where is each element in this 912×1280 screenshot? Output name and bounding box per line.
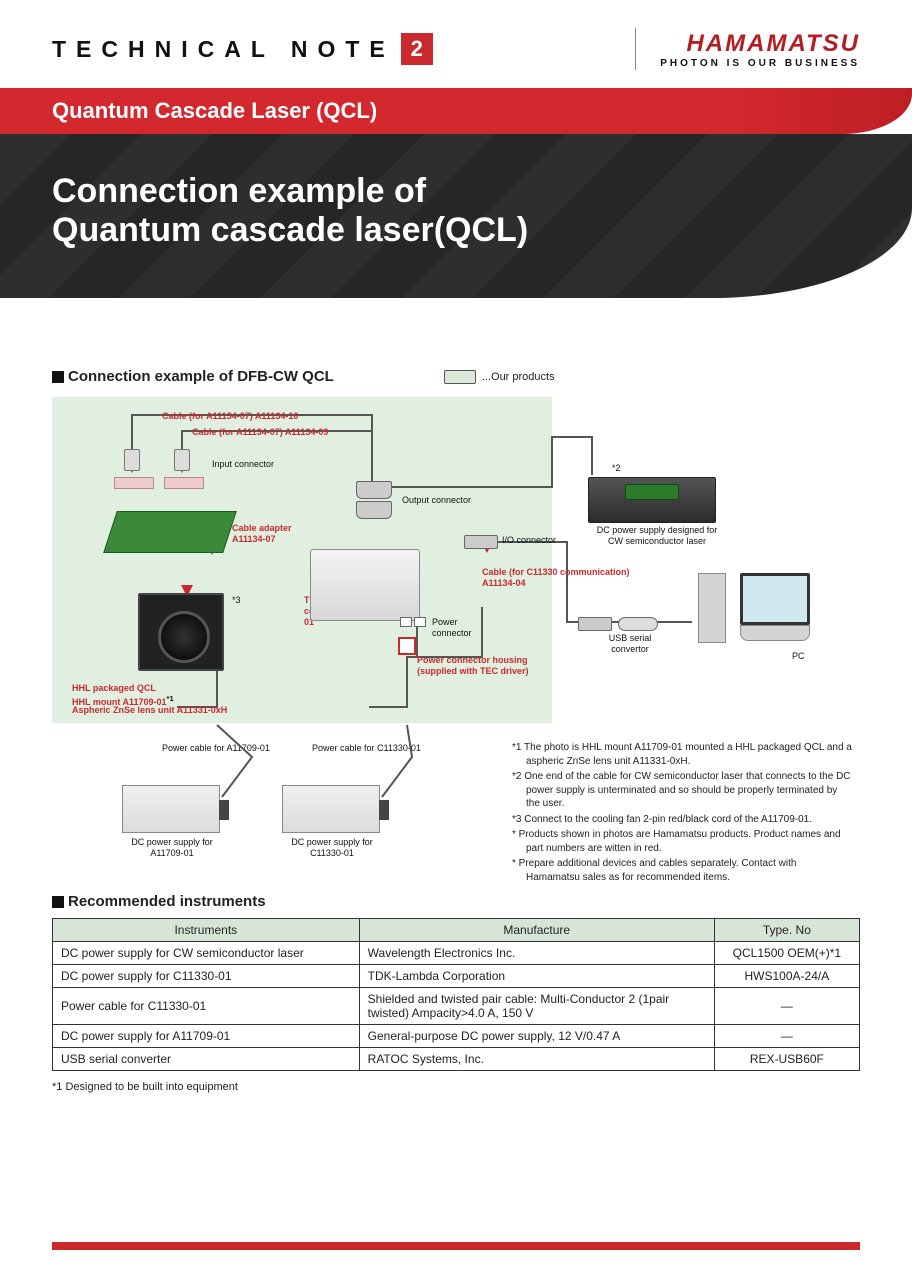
section2-title: Recommended instruments	[52, 893, 860, 910]
hhl-line3: Aspheric ZnSe lens unit A11331-0xH	[72, 705, 227, 716]
hero-line2: Quantum cascade laser(QCL)	[52, 211, 860, 250]
note-1: *1 The photo is HHL mount A11709-01 moun…	[512, 741, 852, 768]
note-2: *2 One end of the cable for CW semicondu…	[512, 770, 852, 811]
cell: DC power supply for C11330-01	[53, 965, 360, 988]
power-housing-icon	[398, 637, 416, 655]
table-row: DC power supply for A11709-01 General-pu…	[53, 1025, 860, 1048]
brand-block: HAMAMATSU PHOTON IS OUR BUSINESS	[611, 28, 860, 70]
star2-label: *2	[612, 463, 621, 474]
cell: TDK-Lambda Corporation	[359, 965, 714, 988]
legend-swatch	[444, 370, 476, 384]
col-instruments: Instruments	[53, 919, 360, 942]
table-footnote: *1 Designed to be built into equipment	[52, 1081, 860, 1093]
diagram-footnotes: *1 The photo is HHL mount A11709-01 moun…	[512, 741, 852, 886]
cell: Power cable for C11330-01	[53, 988, 360, 1025]
power-supply-icon	[282, 785, 380, 833]
table-row: USB serial converter RATOC Systems, Inc.…	[53, 1048, 860, 1071]
red-title-bar: Quantum Cascade Laser (QCL)	[0, 88, 912, 134]
pc-label: PC	[792, 651, 805, 662]
table-row: DC power supply for CW semiconductor las…	[53, 942, 860, 965]
hhl-sup: *1	[167, 694, 174, 703]
power-housing-label: Power connector housing (supplied with T…	[417, 655, 547, 677]
recommended-instruments-table: Instruments Manufacture Type. No DC powe…	[52, 918, 860, 1071]
cell: Wavelength Electronics Inc.	[359, 942, 714, 965]
brand-name: HAMAMATSU	[660, 30, 860, 58]
section1-title: Connection example of DFB-CW QCL	[52, 368, 334, 385]
qcl-mount-icon	[138, 593, 224, 671]
input-connector-label: Input connector	[212, 459, 274, 470]
content-area: Connection example of DFB-CW QCL ...Our …	[0, 298, 912, 1093]
ps2-label: DC power supply for C11330-01	[282, 837, 382, 859]
col-typeno: Type. No	[714, 919, 859, 942]
technical-note-title: TECHNICAL NOTE 2	[52, 33, 433, 65]
monitor-stand-icon	[740, 625, 810, 641]
plug-icon	[174, 449, 190, 471]
cell: —	[714, 988, 859, 1025]
power-supply-icon	[122, 785, 220, 833]
output-connector-label: Output connector	[402, 495, 471, 506]
note-number-badge: 2	[401, 33, 433, 65]
dc-laser-supply-icon	[588, 477, 716, 523]
cell: QCL1500 OEM(+)*1	[714, 942, 859, 965]
connection-diagram: Cable (for A11134-07) A11134-10 Cable (f…	[52, 397, 860, 867]
small-connector-icon	[414, 617, 426, 627]
ps1-label: DC power supply for A11709-01	[122, 837, 222, 859]
note-4: * Products shown in photos are Hamamatsu…	[512, 828, 852, 855]
cell: DC power supply for A11709-01	[53, 1025, 360, 1048]
dsub-connector-icon	[356, 501, 392, 519]
brand: HAMAMATSU PHOTON IS OUR BUSINESS	[660, 30, 860, 69]
note-3: *3 Connect to the cooling fan 2-pin red/…	[512, 813, 852, 827]
connector-row-icon	[164, 477, 204, 489]
usb-converter-icon	[618, 617, 658, 631]
brand-tagline: PHOTON IS OUR BUSINESS	[660, 58, 860, 69]
cell: USB serial converter	[53, 1048, 360, 1071]
io-connector-icon	[464, 535, 498, 549]
power-connector-label: Power connector	[432, 617, 482, 639]
monitor-icon	[740, 573, 810, 625]
cable-c11330-label: Cable (for C11330 communication) A11134-…	[482, 567, 632, 589]
io-connector-label: I/O connector	[502, 535, 556, 546]
cell: DC power supply for CW semiconductor las…	[53, 942, 360, 965]
tec-controller-icon	[310, 549, 420, 621]
header-row: TECHNICAL NOTE 2 HAMAMATSU PHOTON IS OUR…	[0, 0, 912, 88]
cell: RATOC Systems, Inc.	[359, 1048, 714, 1071]
star3-label: *3	[232, 595, 241, 606]
pc-tower-icon	[698, 573, 726, 643]
cell: HWS100A-24/A	[714, 965, 859, 988]
usb-serial-label: USB serial convertor	[600, 633, 660, 655]
header-divider	[635, 28, 636, 70]
cable-adapter-label: Cable adapter A11134-07	[232, 523, 312, 545]
power-cable1-label: Power cable for A11709-01	[162, 743, 270, 754]
plug-icon	[124, 449, 140, 471]
connector-row-icon	[114, 477, 154, 489]
section1-header-row: Connection example of DFB-CW QCL ...Our …	[52, 368, 860, 385]
bottom-red-stripe	[52, 1242, 860, 1250]
cell: —	[714, 1025, 859, 1048]
hero-banner: Connection example of Quantum cascade la…	[0, 134, 912, 298]
dc-cw-laser-label: DC power supply designed for CW semicond…	[592, 525, 722, 547]
table-row: Power cable for C11330-01 Shielded and t…	[53, 988, 860, 1025]
cable1-label: Cable (for A11134-07) A11134-10	[162, 411, 298, 422]
cable2-label: Cable (for A11134-07) A11134-09	[192, 427, 328, 438]
cell: General-purpose DC power supply, 12 V/0.…	[359, 1025, 714, 1048]
pcb-adapter-icon	[103, 511, 237, 553]
hero-line1: Connection example of	[52, 172, 860, 211]
cell: Shielded and twisted pair cable: Multi-C…	[359, 988, 714, 1025]
table-row: DC power supply for C11330-01 TDK-Lambda…	[53, 965, 860, 988]
dsub-connector-icon	[356, 481, 392, 499]
serial-connector-icon	[578, 617, 612, 631]
power-cable2-label: Power cable for C11330-01	[312, 743, 421, 754]
legend-text: ...Our products	[482, 371, 555, 383]
note-5: * Prepare additional devices and cables …	[512, 857, 852, 884]
legend: ...Our products	[444, 370, 555, 384]
col-manufacture: Manufacture	[359, 919, 714, 942]
technical-note-text: TECHNICAL NOTE	[52, 36, 395, 63]
small-connector-icon	[400, 617, 412, 627]
table-header-row: Instruments Manufacture Type. No	[53, 919, 860, 942]
hhl-line1: HHL packaged QCL	[72, 683, 156, 694]
cell: REX-USB60F	[714, 1048, 859, 1071]
